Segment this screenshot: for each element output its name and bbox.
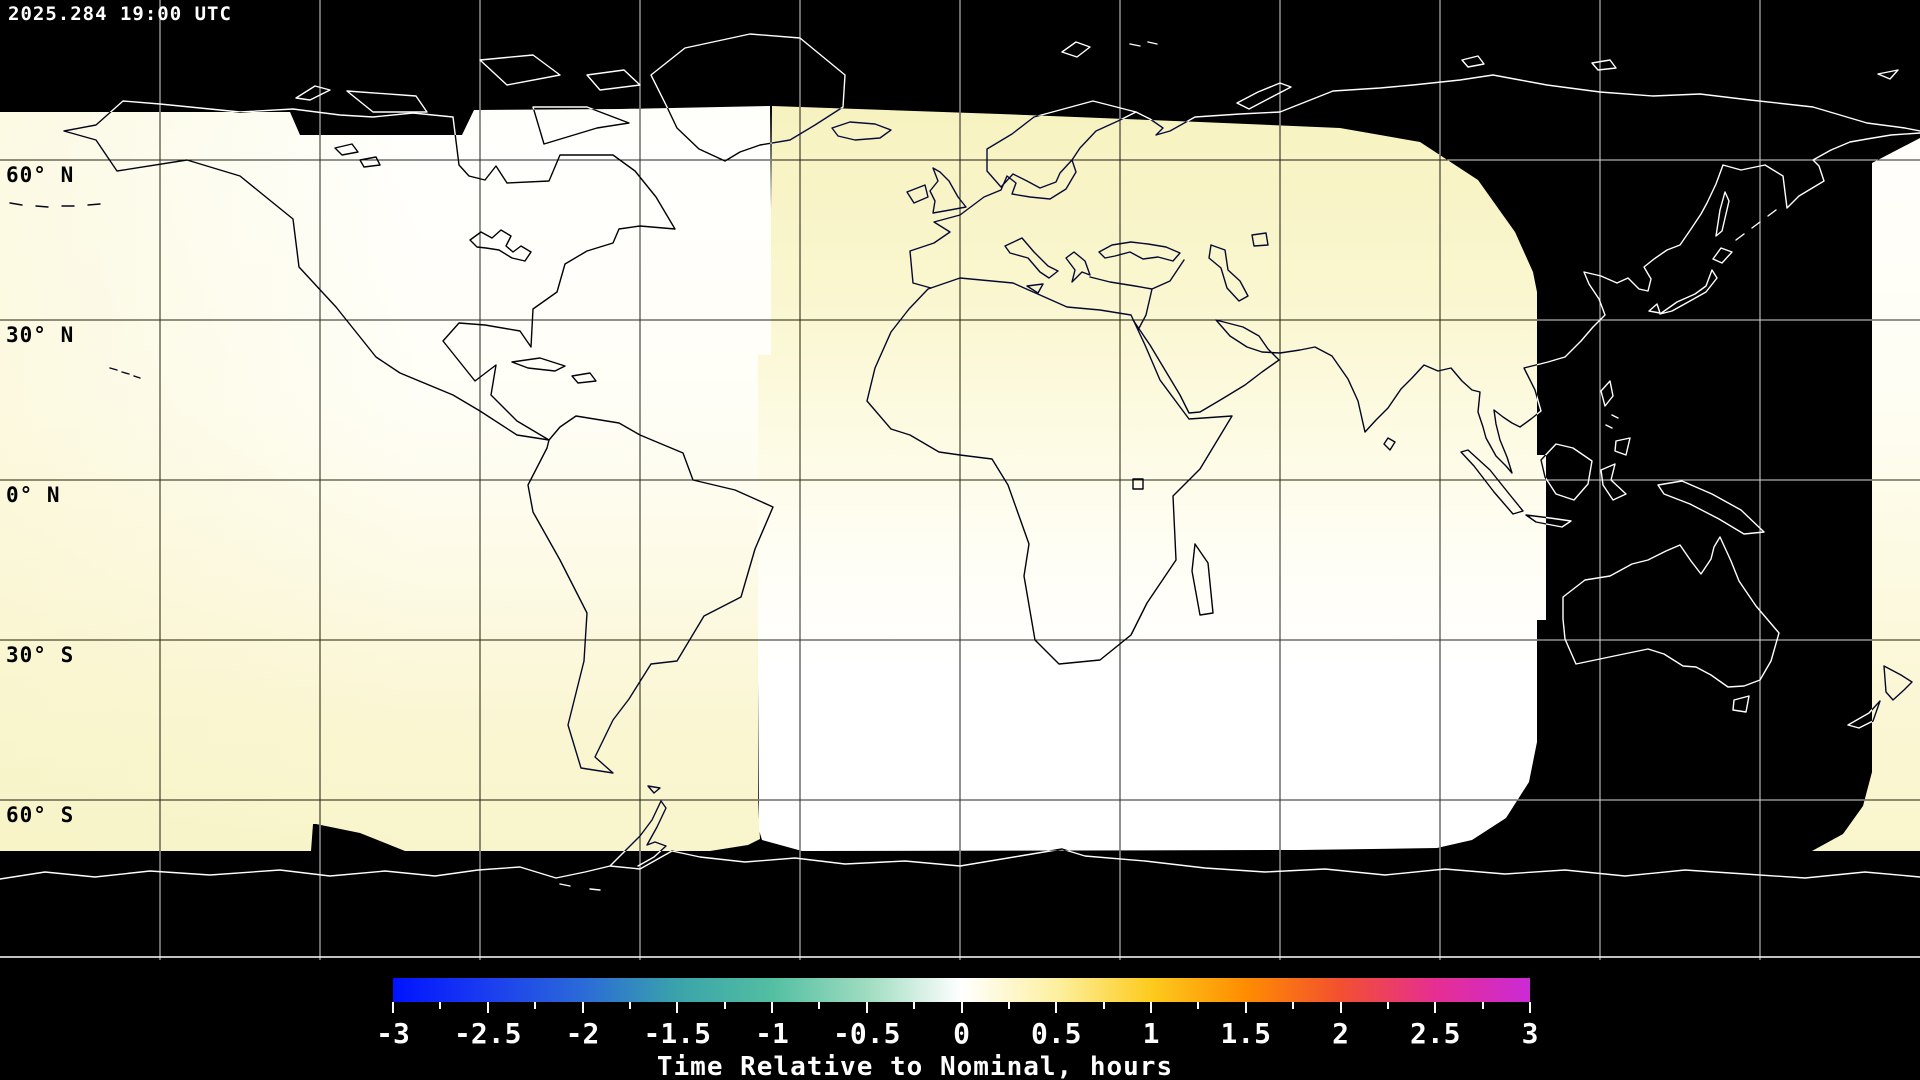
aleutian-islands xyxy=(9,202,101,208)
colorbar-gradient xyxy=(393,978,1530,1002)
coastline-north-america xyxy=(63,100,676,441)
latitude-label-60n: 60° N xyxy=(6,163,75,187)
colorbar-tick-label: -3 xyxy=(376,1017,410,1050)
lakes-north-america xyxy=(334,143,532,262)
caspian-aral-outline xyxy=(1208,232,1269,302)
colorbar-major-tick xyxy=(392,1002,394,1013)
colorbar-tick-label: -0.5 xyxy=(833,1017,901,1050)
coastline-japan-sakhalin xyxy=(1648,191,1777,315)
coastline-africa xyxy=(866,277,1233,665)
timestamp-label: 2025.284 19:00 UTC xyxy=(8,3,232,25)
colorbar-tick-label: 0 xyxy=(953,1017,970,1050)
colorbar-tick-label: 1.5 xyxy=(1220,1017,1272,1050)
latitude-label-30s: 30° S xyxy=(6,643,75,667)
coastline-arctic-islands-canada xyxy=(295,54,641,145)
coastline-russia-arctic xyxy=(1135,74,1920,136)
west-coverage-swath xyxy=(0,106,771,851)
colorbar-tick-label: 1 xyxy=(1142,1017,1160,1050)
colorbar: -3 -2.5 -2 -1.5 -1 -0.5 0 0.5 1 1.5 2 2.5 3 xyxy=(376,978,1538,1080)
coastline-greenland xyxy=(650,33,846,162)
coastline-caribbean xyxy=(511,357,597,384)
colorbar-ticks xyxy=(392,1002,1531,1016)
latitude-label-30n: 30° N xyxy=(6,323,75,347)
coastline-mediterranean xyxy=(1004,237,1185,331)
colorbar-minor-tick xyxy=(913,1002,916,1009)
colorbar-major-tick xyxy=(1244,1002,1247,1013)
colorbar-tick-label: 0.5 xyxy=(1030,1017,1082,1050)
black-sea-outline xyxy=(1098,241,1181,262)
colorbar-minor-tick xyxy=(628,1002,631,1009)
colorbar-minor-tick xyxy=(534,1002,537,1009)
colorbar-minor-tick xyxy=(1007,1002,1010,1009)
colorbar-major-tick xyxy=(960,1002,963,1013)
coastline-scandinavia xyxy=(986,100,1137,189)
latitude-label-0n: 0° N xyxy=(6,483,61,507)
colorbar-minor-tick xyxy=(1481,1002,1484,1009)
colorbar-title: Time Relative to Nominal, hours xyxy=(656,1052,1174,1080)
graticule-grid xyxy=(0,0,1920,960)
colorbar-minor-tick xyxy=(723,1002,726,1009)
colorbar-major-tick xyxy=(1339,1002,1342,1013)
colorbar-tick-label: 2 xyxy=(1332,1017,1349,1050)
colorbar-major-tick xyxy=(1055,1002,1058,1013)
colorbar-major-tick xyxy=(865,1002,868,1013)
colorbar-minor-tick xyxy=(1102,1002,1105,1009)
colorbar-major-tick xyxy=(771,1002,773,1013)
colorbar-tick-labels: -3 -2.5 -2 -1.5 -1 -0.5 0 0.5 1 1.5 2 2.5 3 xyxy=(376,1017,1538,1050)
latitude-label-60s: 60° S xyxy=(6,803,75,827)
colorbar-major-tick xyxy=(1529,1002,1531,1013)
colorbar-tick-label: -2 xyxy=(565,1017,600,1050)
colorbar-tick-label: -1.5 xyxy=(643,1017,711,1050)
colorbar-major-tick xyxy=(1434,1002,1437,1013)
colorbar-minor-tick xyxy=(818,1002,821,1009)
hawaii-islands xyxy=(109,367,141,379)
east-coverage-swath xyxy=(758,106,1546,851)
colorbar-minor-tick xyxy=(1292,1002,1295,1009)
coastline-antarctica xyxy=(0,800,1920,891)
colorbar-minor-tick xyxy=(1197,1002,1200,1009)
world-map-panel: 2025.284 19:00 UTC 60° N 30° N 0° N 30° … xyxy=(0,0,1920,960)
coastline-new-zealand xyxy=(1847,665,1913,729)
colorbar-major-tick xyxy=(581,1002,584,1013)
coastline-asia-south xyxy=(1132,132,1920,474)
colorbar-minor-tick xyxy=(439,1002,442,1009)
colorbar-major-tick xyxy=(486,1002,489,1013)
colorbar-minor-tick xyxy=(1386,1002,1389,1009)
coastline-south-america xyxy=(527,415,774,794)
colorbar-tick-label: -2.5 xyxy=(454,1017,522,1050)
arctic-islands-eurasia xyxy=(1061,41,1899,110)
coastline-iceland xyxy=(831,121,892,141)
colorbar-major-tick xyxy=(676,1002,679,1013)
coastline-western-europe xyxy=(909,159,1077,289)
colorbar-tick-label: -1 xyxy=(755,1017,789,1050)
coastline-graticule-overlay xyxy=(0,0,1920,960)
colorbar-major-tick xyxy=(1150,1002,1152,1013)
coastline-british-isles xyxy=(906,167,967,214)
coastline-southeast-asia-islands xyxy=(1383,380,1765,535)
coastline-australia xyxy=(1562,536,1780,713)
colorbar-tick-label: 2.5 xyxy=(1409,1017,1461,1050)
colorbar-tick-label: 3 xyxy=(1521,1017,1539,1050)
